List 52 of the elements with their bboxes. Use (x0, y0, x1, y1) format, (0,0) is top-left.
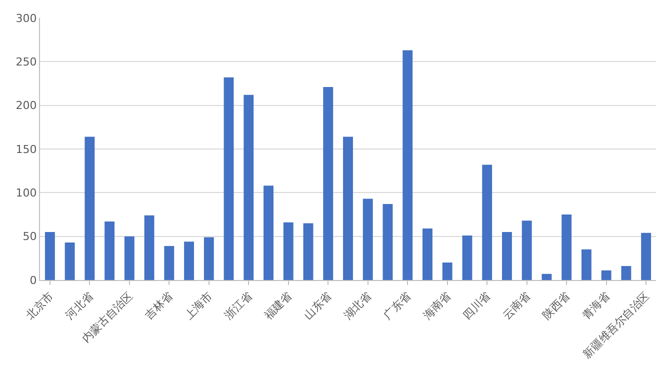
bar (522, 220, 532, 280)
bar (641, 232, 652, 280)
x-tick-label: 四川省 (460, 290, 494, 322)
y-tick-label: 50 (22, 230, 37, 244)
bar (362, 198, 373, 280)
bar (562, 214, 572, 280)
bar (502, 232, 512, 280)
x-tick-label: 吉林省 (142, 290, 176, 322)
bar (244, 94, 254, 280)
bar (204, 237, 214, 280)
bar (104, 221, 115, 280)
bar (84, 136, 95, 280)
y-tick-label: 250 (16, 56, 37, 69)
x-tick-label: 北京市 (23, 290, 56, 322)
x-tick-label: 山东省 (302, 290, 334, 322)
bar (542, 274, 552, 280)
x-tick-label: 上海市 (182, 290, 215, 322)
bar (224, 77, 234, 280)
y-tick-label: 0 (30, 274, 37, 287)
x-tick-label: 浙江省 (222, 290, 255, 322)
bar (462, 235, 472, 280)
bar (124, 236, 134, 280)
bar (303, 223, 314, 280)
y-tick-label: 200 (16, 99, 37, 112)
bar (621, 266, 632, 280)
bar (601, 270, 612, 280)
bar (442, 262, 452, 280)
bar (402, 50, 413, 280)
bar (164, 246, 174, 280)
x-tick-label: 广东省 (381, 290, 414, 322)
bar (264, 186, 274, 280)
bar (184, 242, 194, 280)
y-tick-label: 300 (16, 12, 37, 25)
bar (44, 232, 55, 280)
x-tick-label: 陕西省 (540, 290, 573, 322)
x-tick-label: 河北省 (63, 290, 96, 322)
bar (64, 242, 75, 280)
x-tick-label: 云南省 (500, 290, 533, 322)
bar (343, 136, 353, 280)
y-tick-label: 100 (16, 186, 37, 200)
x-tick-label: 福建省 (262, 290, 294, 322)
y-tick-label: 150 (16, 142, 37, 156)
bar (144, 215, 154, 280)
bar (581, 249, 592, 280)
bar (283, 222, 294, 280)
x-tick-label: 青海省 (580, 290, 612, 322)
bar (323, 86, 334, 280)
bar (422, 228, 432, 280)
bar (382, 204, 393, 280)
x-tick-label: 海南省 (420, 290, 454, 322)
bar (482, 164, 492, 280)
x-tick-label: 湖北省 (341, 290, 374, 322)
